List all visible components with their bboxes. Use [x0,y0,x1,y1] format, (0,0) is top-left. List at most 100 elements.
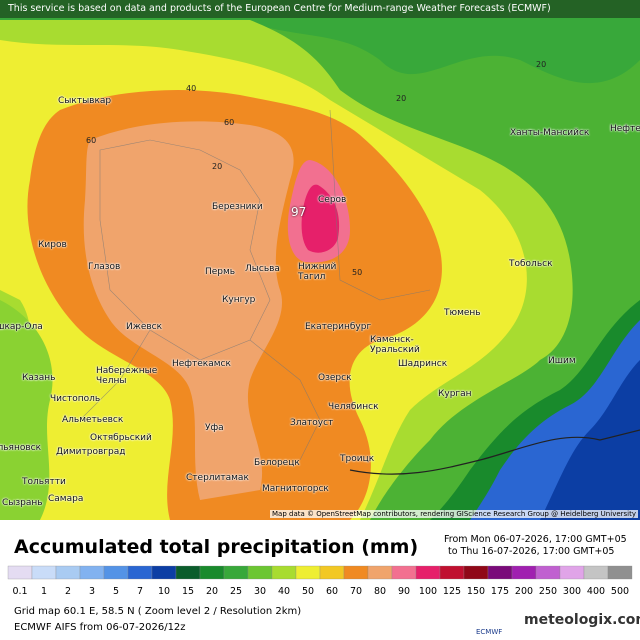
scale-label: 70 [350,586,362,597]
scale-label: 10 [158,586,170,597]
city-label: Озерск [318,373,352,383]
color-swatch [343,565,369,580]
city-label: Альметьевск [62,415,124,425]
scale-label: 200 [515,586,533,597]
grid-info: Grid map 60.1 E, 58.5 N ( Zoom level 2 /… [14,606,302,617]
attribution: Map data © OpenStreetMap contributors, r… [270,510,638,518]
city-label: Самара [48,494,84,504]
city-label: Октябрьский [90,433,152,443]
city-label: Киров [38,240,67,250]
city-label: Нижний Тагил [298,262,337,282]
city-label: Ишим [548,356,576,366]
city-label: Сызрань [2,498,43,508]
scale-label: 100 [419,586,437,597]
color-swatch [103,565,129,580]
ecmwf-logo: ECMWF [476,628,503,636]
scale-label: 150 [467,586,485,597]
scale-label: 3 [89,586,95,597]
color-swatch [127,565,153,580]
banner: This service is based on data and produc… [0,0,640,18]
border [349,429,640,475]
brand: meteologix.com [524,612,640,628]
color-swatch [247,565,273,580]
color-swatch [79,565,105,580]
city-label: Ижевск [126,322,163,332]
color-swatch [31,565,57,580]
contour-label: 20 [396,94,407,103]
color-swatch [463,565,489,580]
contour-label: 60 [86,136,97,145]
color-swatch [175,565,201,580]
city-label: Тобольск [509,259,553,269]
map-fields [0,0,640,520]
color-swatch [367,565,393,580]
city-label: Ханты-Мансийск [510,128,590,138]
city-label: Шадринск [398,359,448,369]
city-label: Глазов [88,262,121,272]
color-swatch [7,565,33,580]
city-label: Димитровград [56,447,126,457]
city-label: Тюмень [444,308,481,318]
city-label: Казань [22,373,56,383]
city-label: Йошкар-Ола [0,322,43,332]
city-label: Пермь [205,267,236,277]
field [301,184,340,253]
city-label: Ульяновск [0,443,42,453]
city-label: Троицк [340,454,375,464]
color-swatch [319,565,345,580]
scale-label: 50 [302,586,314,597]
city-label: Златоуст [290,418,334,428]
city-label: Лысьва [245,264,280,274]
scale-label: 30 [254,586,266,597]
city-label: Челябинск [328,402,379,412]
color-swatch [151,565,177,580]
city-label: Каменск-Уральский [370,335,420,355]
field [540,360,640,520]
city-label: Серов [318,195,347,205]
map: Сыктывкар Киров Глазов Березники Пермь Лысьва… [0,0,640,520]
city-label: Белорецк [254,458,300,468]
color-swatch [607,565,633,580]
color-scale: 0.1 1 2 3 5 7 10 15 20 25 30 40 50 60 70 80 90 100 125 150 1… [7,565,633,597]
scale-label: 0.1 [12,586,27,597]
scale-label: 80 [374,586,386,597]
scale-label: 40 [278,586,290,597]
color-swatch [391,565,417,580]
contour-label: 60 [224,118,235,127]
city-label: Березники [212,202,263,212]
city-label: Нефтеюганск [610,124,640,134]
legend-title: Accumulated total precipitation (mm) [14,536,419,558]
scale-label: 20 [206,586,218,597]
color-swatch [487,565,513,580]
scale-label: 175 [491,586,509,597]
scale-label: 15 [182,586,194,597]
time-from: From Mon 06-07-2026, 17:00 GMT+05 [444,534,627,545]
color-swatch [583,565,609,580]
model-info: ECMWF AIFS from 06-07-2026/12z [14,622,186,633]
scale-label: 2 [65,586,71,597]
field [83,121,294,501]
scale-label: 7 [137,586,143,597]
city-label: Уфа [205,423,224,433]
color-swatch [271,565,297,580]
city-label: Нефтекамск [172,359,231,369]
city-label: Стерлитамак [186,473,249,483]
scale-label: 5 [113,586,119,597]
scale-label: 500 [611,586,629,597]
scale-label: 300 [563,586,581,597]
city-label: Сыктывкар [58,96,112,106]
scale-label: 1 [41,586,47,597]
contour-label: 50 [352,268,363,277]
color-swatch [415,565,441,580]
scale-label: 400 [587,586,605,597]
color-swatch [535,565,561,580]
color-swatch [439,565,465,580]
city-label: Набережные Челны [96,366,158,386]
contour-label: 20 [212,162,223,171]
scale-label: 90 [398,586,410,597]
scale-label: 125 [443,586,461,597]
city-label: Чистополь [50,394,101,404]
field [0,0,640,84]
color-swatch [295,565,321,580]
